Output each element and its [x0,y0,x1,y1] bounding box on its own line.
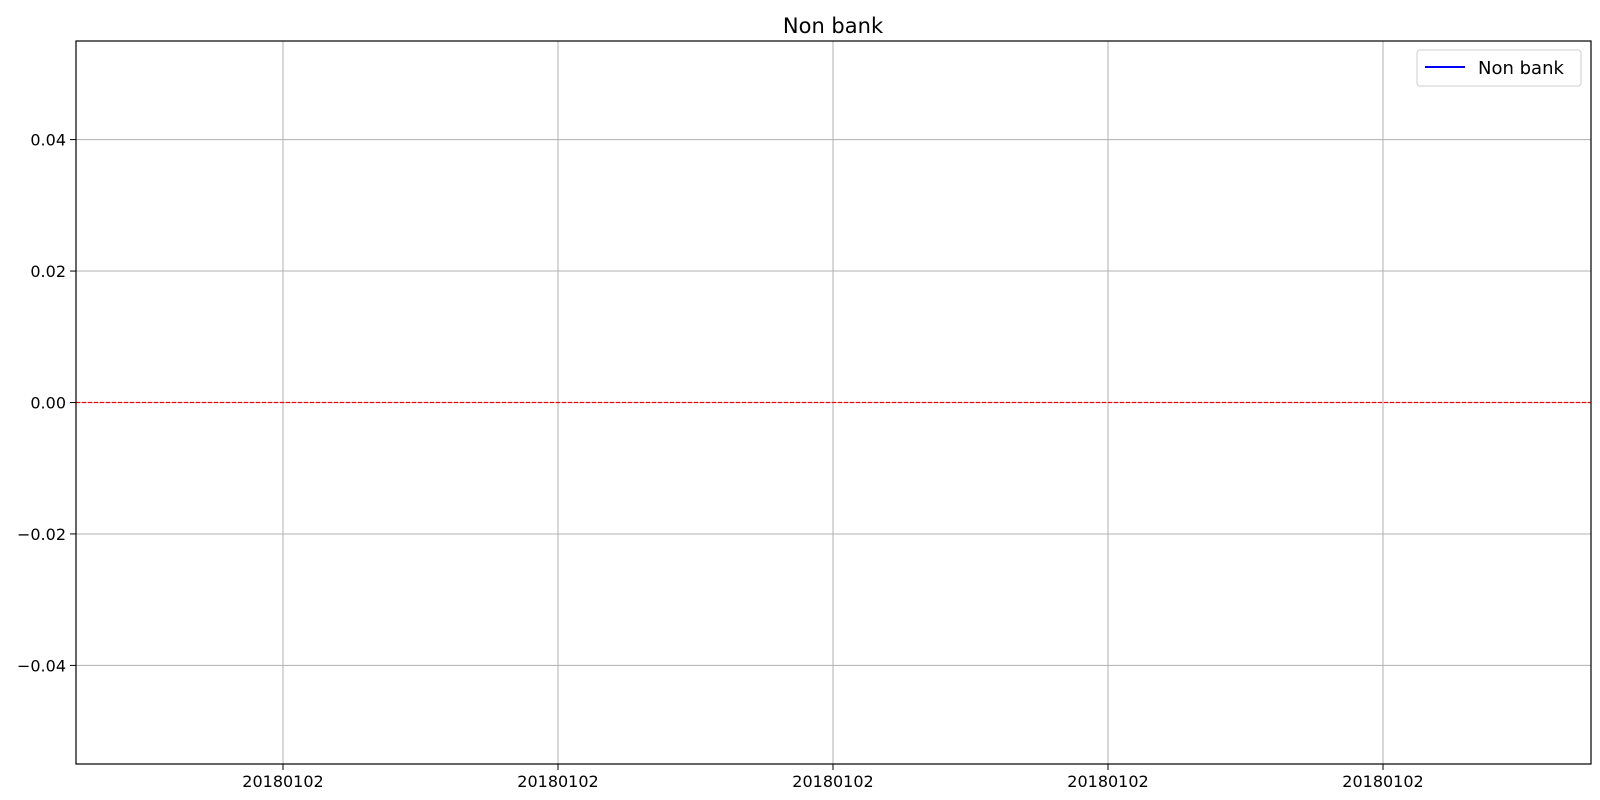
y-tick-label: −0.04 [17,656,66,675]
legend: Non bank [1416,49,1582,87]
legend-label-non-bank: Non bank [1478,58,1564,79]
x-tick-label: 20180102 [517,772,598,791]
x-tick-label: 20180102 [1342,772,1423,791]
y-tick-label: 0.04 [30,131,66,150]
y-tick-label: −0.02 [17,525,66,544]
x-axis-ticks: 20180102 20180102 20180102 20180102 20180102 [242,764,1424,791]
x-tick-label: 20180102 [792,772,873,791]
x-tick-label: 20180102 [1067,772,1148,791]
legend-box [1416,49,1582,87]
x-tick-label: 20180102 [242,772,323,791]
y-tick-label: 0.02 [30,262,66,281]
y-tick-label: 0.00 [30,394,66,413]
chart-title: Non bank [783,14,884,38]
y-axis-ticks: 0.04 0.02 0.00 −0.02 −0.04 [17,131,76,675]
